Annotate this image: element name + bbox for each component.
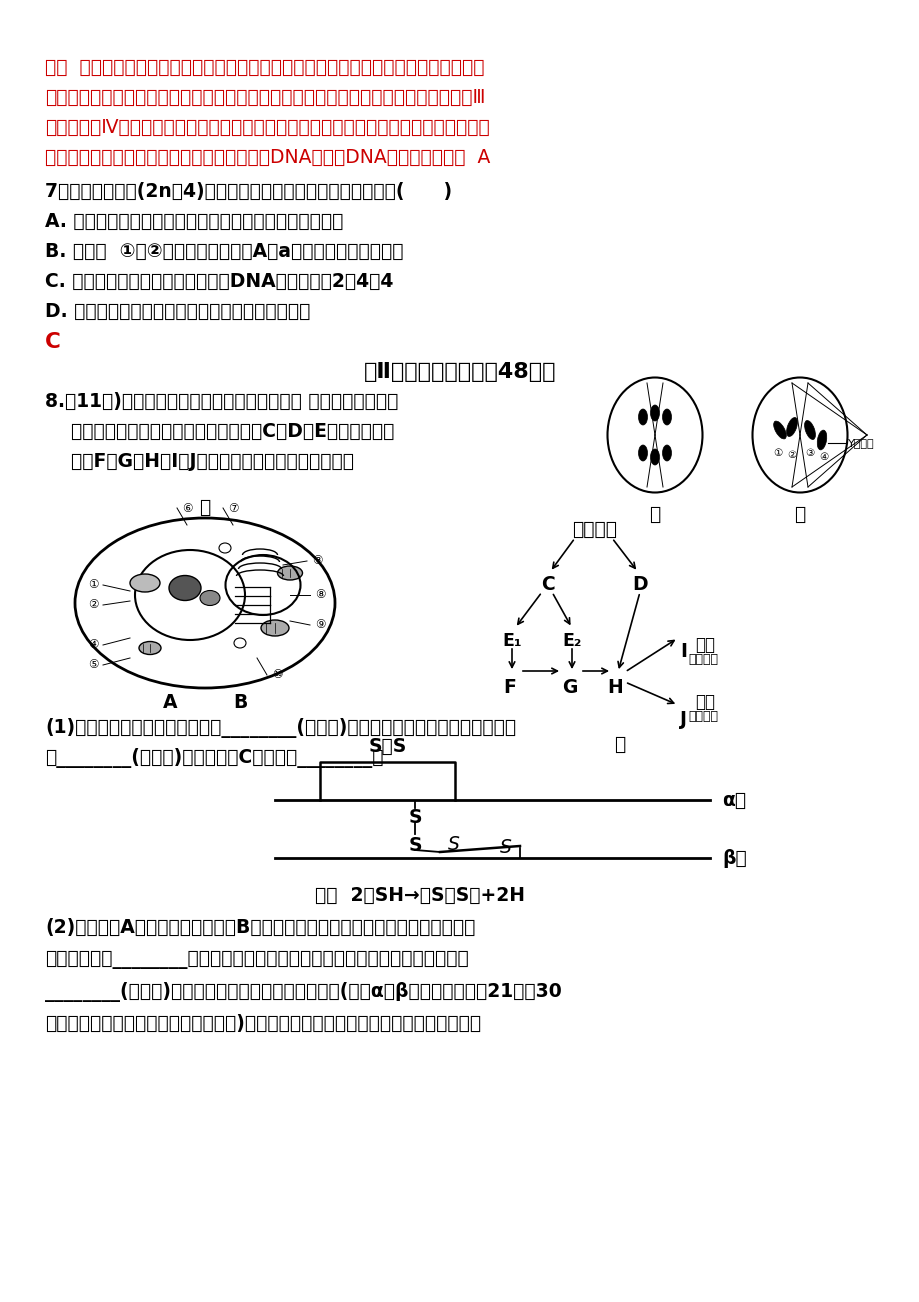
Text: Y染色体: Y染色体 bbox=[847, 437, 874, 448]
Ellipse shape bbox=[130, 574, 160, 592]
Ellipse shape bbox=[278, 566, 302, 579]
Text: E₂: E₂ bbox=[562, 631, 581, 650]
Text: C: C bbox=[45, 332, 61, 352]
Text: S－S: S－S bbox=[368, 737, 406, 756]
Text: 性状: 性状 bbox=[694, 635, 714, 654]
Text: 直接控制: 直接控制 bbox=[687, 654, 717, 667]
Text: 注：  2－SH→－S－S－+2H: 注： 2－SH→－S－S－+2H bbox=[314, 885, 525, 905]
Text: 乙: 乙 bbox=[793, 505, 805, 523]
Text: ⑥: ⑥ bbox=[182, 501, 192, 514]
Text: C: C bbox=[540, 575, 554, 594]
Text: G: G bbox=[562, 678, 577, 697]
Text: 8.（11分)图甲是动植物细胞亚显微结构模式图 图乙表示生物体内: 8.（11分)图甲是动植物细胞亚显微结构模式图 图乙表示生物体内 bbox=[45, 392, 398, 411]
Text: 解析  在观察根尖分生组织细胞的有丝分裂实验中，用碱性染料如龙胆紫染液或醋酸洋红: 解析 在观察根尖分生组织细胞的有丝分裂实验中，用碱性染料如龙胆紫染液或醋酸洋红 bbox=[45, 59, 484, 77]
Text: ④: ④ bbox=[819, 452, 828, 462]
Ellipse shape bbox=[650, 405, 659, 421]
Ellipse shape bbox=[773, 421, 786, 439]
Text: α链: α链 bbox=[721, 790, 745, 810]
Text: 第Ⅱ卷（非选择题，共48分）: 第Ⅱ卷（非选择题，共48分） bbox=[363, 362, 556, 381]
Text: β链: β链 bbox=[721, 849, 746, 867]
Text: ②: ② bbox=[787, 450, 796, 460]
Text: ________(写数字)。如图为该蛋白质平面结构示意图(含有α、β两条肽链，各由21个和30: ________(写数字)。如图为该蛋白质平面结构示意图(含有α、β两条肽链，各… bbox=[45, 982, 562, 1003]
Text: D: D bbox=[631, 575, 647, 594]
Text: ⑨: ⑨ bbox=[314, 618, 325, 631]
Text: 化学元素: 化学元素 bbox=[572, 519, 617, 539]
Text: ⑩: ⑩ bbox=[271, 668, 282, 681]
Ellipse shape bbox=[169, 575, 200, 600]
Text: ③: ③ bbox=[804, 448, 813, 458]
Text: I: I bbox=[679, 642, 686, 661]
Text: F: F bbox=[503, 678, 516, 697]
Text: 白质的名称是________。图甲中与该蛋白质的合成、加工、分泌有关的细胞器有: 白质的名称是________。图甲中与该蛋白质的合成、加工、分泌有关的细胞器有 bbox=[45, 950, 469, 969]
Text: ①: ① bbox=[87, 578, 98, 591]
Text: S: S bbox=[408, 809, 421, 827]
Text: 染液或苏丹Ⅳ染液，双缩脲试剂是用于检测蛋白质的；植物组织中的葡萄糖属于还原糖，: 染液或苏丹Ⅳ染液，双缩脲试剂是用于检测蛋白质的；植物组织中的葡萄糖属于还原糖， bbox=[45, 118, 489, 137]
Text: 物，F、G、H、I、J均为高分子化合物。据图回答：: 物，F、G、H、I、J均为高分子化合物。据图回答： bbox=[45, 452, 354, 471]
Text: 构________(写数字)中。图乙中C的名称是________。: 构________(写数字)中。图乙中C的名称是________。 bbox=[45, 749, 383, 768]
Text: 某些有机物的组成关系及其功能，其中C、D、E为小分子化合: 某些有机物的组成关系及其功能，其中C、D、E为小分子化合 bbox=[45, 422, 394, 441]
Ellipse shape bbox=[650, 449, 659, 465]
Text: 间接控制: 间接控制 bbox=[687, 710, 717, 723]
Text: H: H bbox=[607, 678, 622, 697]
Text: 性状: 性状 bbox=[694, 693, 714, 711]
Text: ⑤: ⑤ bbox=[87, 659, 98, 672]
Text: C. 图乙细胞中染色体、染色单体、DNA数量分别为2、4、4: C. 图乙细胞中染色体、染色单体、DNA数量分别为2、4、4 bbox=[45, 272, 393, 292]
Text: ⑧: ⑧ bbox=[314, 589, 325, 602]
Ellipse shape bbox=[804, 421, 814, 440]
Ellipse shape bbox=[662, 445, 671, 461]
Text: (1)图乙中控制生物性状的物质是________(写字母)，该物质的合成发生于图甲中的结: (1)图乙中控制生物性状的物质是________(写字母)，该物质的合成发生于图… bbox=[45, 717, 516, 738]
Text: A: A bbox=[163, 693, 177, 712]
Text: ①: ① bbox=[773, 448, 782, 458]
Text: A. 由于不存在同源染色体，图甲正在进行减数第二次分裂: A. 由于不存在同源染色体，图甲正在进行减数第二次分裂 bbox=[45, 212, 343, 230]
Text: S: S bbox=[448, 835, 460, 854]
Text: 甲: 甲 bbox=[199, 497, 210, 517]
Text: (2)若图甲的A细胞代表人体的胰岛B细胞，该细胞能产生一种特殊的蛋白质，该蛋: (2)若图甲的A细胞代表人体的胰岛B细胞，该细胞能产生一种特殊的蛋白质，该蛋 bbox=[45, 918, 475, 937]
Text: 可用斐林试剂进行检测，而甲基绿可用于鉴定DNA，可使DNA染成绿色。答案  A: 可用斐林试剂进行检测，而甲基绿可用于鉴定DNA，可使DNA染成绿色。答案 A bbox=[45, 148, 490, 167]
Text: 个氨基酸组成，肽链间通过二硫键连接)，从理论上分析，此细胞中控制该蛋白合成的基: 个氨基酸组成，肽链间通过二硫键连接)，从理论上分析，此细胞中控制该蛋白合成的基 bbox=[45, 1014, 481, 1032]
Ellipse shape bbox=[638, 409, 647, 424]
Ellipse shape bbox=[638, 445, 647, 461]
Text: ④: ④ bbox=[87, 638, 98, 651]
Text: D. 图甲中有两个染色体组，图乙中有一个染色体组: D. 图甲中有两个染色体组，图乙中有一个染色体组 bbox=[45, 302, 310, 322]
Text: 进行染色，使核中染色体着色，醋酸洋红将染色体染成紫红色；检测脂肪的试剂为苏丹Ⅲ: 进行染色，使核中染色体着色，醋酸洋红将染色体染成紫红色；检测脂肪的试剂为苏丹Ⅲ bbox=[45, 89, 485, 107]
Ellipse shape bbox=[662, 409, 671, 424]
Text: S: S bbox=[499, 838, 511, 857]
Text: 7、如图是某生物(2n＝4)的细胞分裂示意图，下列叙述正确的是(      ): 7、如图是某生物(2n＝4)的细胞分裂示意图，下列叙述正确的是( ) bbox=[45, 182, 451, 201]
Text: E₁: E₁ bbox=[502, 631, 521, 650]
Text: 乙: 乙 bbox=[614, 736, 625, 754]
Text: 甲: 甲 bbox=[649, 505, 660, 523]
Ellipse shape bbox=[261, 620, 289, 635]
Text: ③: ③ bbox=[312, 555, 322, 568]
Ellipse shape bbox=[786, 418, 797, 436]
Text: J: J bbox=[679, 710, 686, 729]
Text: B: B bbox=[233, 693, 247, 712]
Text: B. 图乙中  ①和②上相应位点的基因A、a一定是基因突变产生的: B. 图乙中 ①和②上相应位点的基因A、a一定是基因突变产生的 bbox=[45, 242, 403, 260]
Text: ②: ② bbox=[87, 599, 98, 612]
Ellipse shape bbox=[139, 642, 161, 655]
Ellipse shape bbox=[816, 430, 826, 450]
Ellipse shape bbox=[199, 591, 220, 605]
Text: S: S bbox=[408, 836, 421, 855]
Text: ⑦: ⑦ bbox=[228, 501, 238, 514]
